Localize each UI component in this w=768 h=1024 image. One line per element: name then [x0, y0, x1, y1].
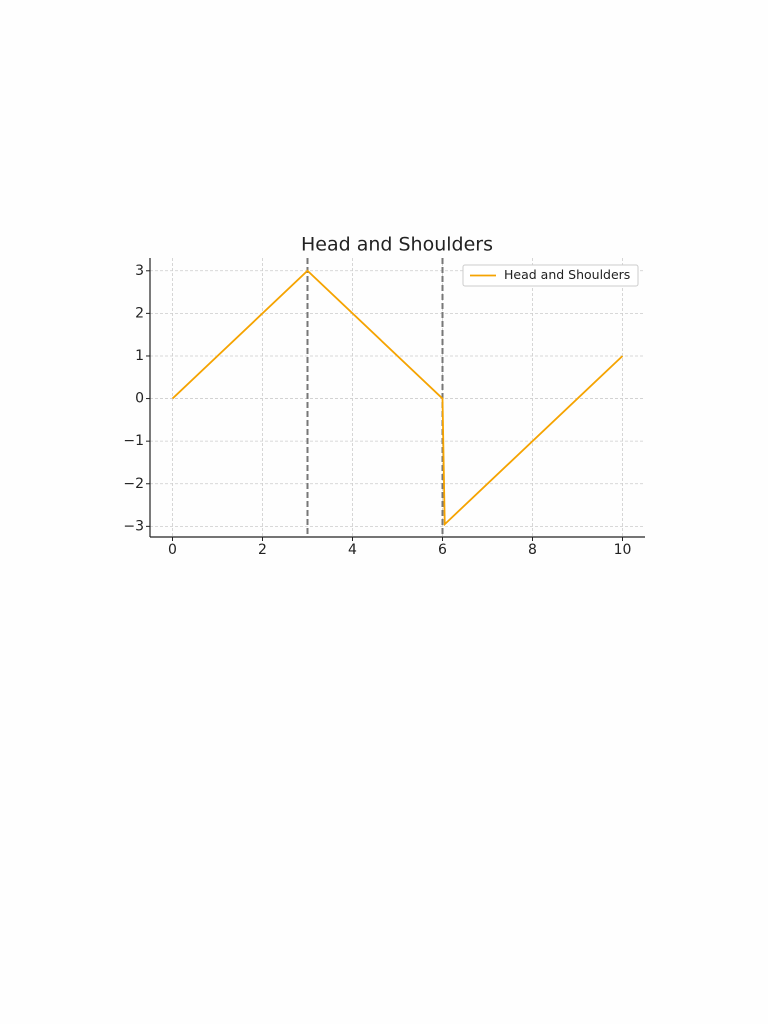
legend-label: Head and Shoulders — [504, 267, 630, 282]
x-tick-label: 2 — [258, 542, 267, 558]
x-tick-label: 8 — [528, 542, 537, 558]
x-tick-label: 0 — [168, 542, 177, 558]
x-tick-label: 6 — [438, 542, 447, 558]
x-tick-label: 4 — [348, 542, 357, 558]
legend-box — [462, 264, 639, 287]
y-tick-label: 3 — [135, 263, 144, 279]
x-tick-label: 10 — [614, 542, 632, 558]
chart-title: Head and Shoulders — [301, 234, 493, 256]
line-series — [171, 269, 624, 527]
y-tick-label: 2 — [135, 305, 144, 321]
y-tick-label: 1 — [135, 348, 144, 364]
y-tick-label: −1 — [123, 433, 144, 449]
y-tick-label: −2 — [123, 476, 144, 492]
y-tick-label: −3 — [123, 518, 144, 534]
y-tick-label: 0 — [135, 391, 144, 407]
